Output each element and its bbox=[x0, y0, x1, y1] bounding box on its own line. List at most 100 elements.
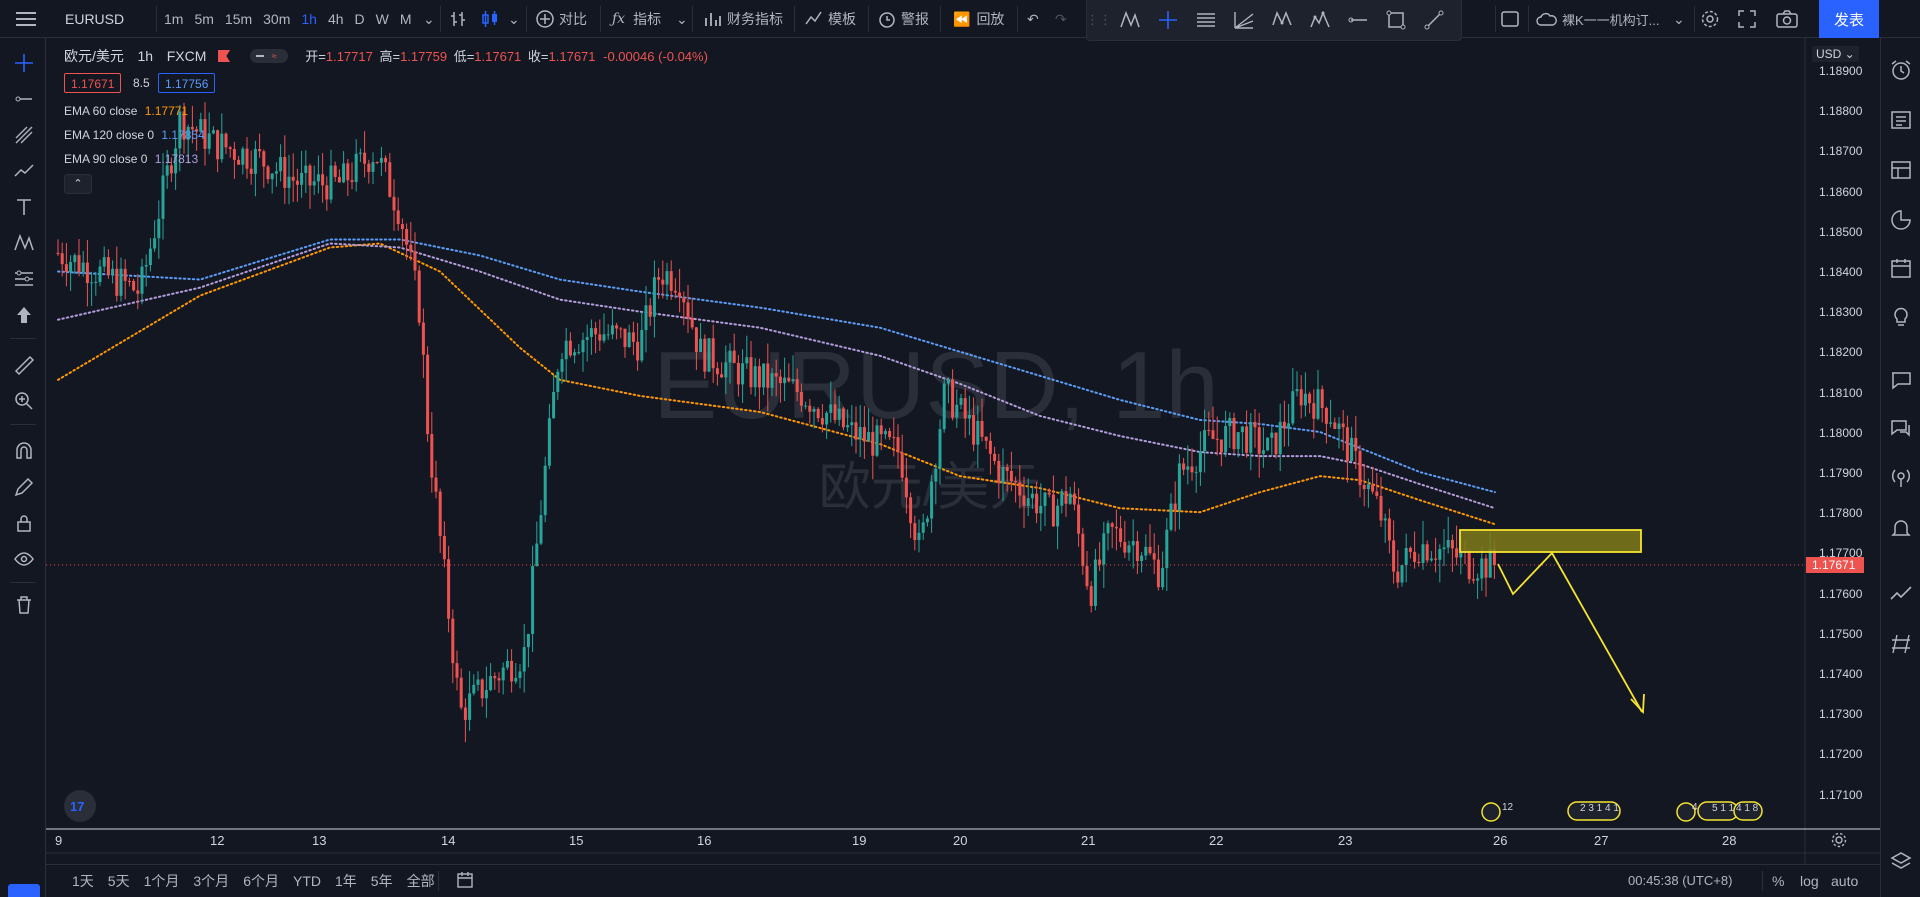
chevron-down-icon[interactable]: ⌄ bbox=[423, 10, 435, 27]
range-7[interactable]: 5年 bbox=[370, 873, 393, 889]
ema-120-legend[interactable]: EMA 120 close 0 1.17854 bbox=[64, 128, 205, 142]
lock-icon[interactable] bbox=[8, 508, 40, 538]
chevron-down-icon[interactable]: ⌄ bbox=[1673, 10, 1685, 27]
lightbulb-icon[interactable] bbox=[1885, 300, 1917, 332]
candle bbox=[585, 337, 589, 340]
interval-15m[interactable]: 15m bbox=[224, 11, 253, 27]
elliott-wave-icon[interactable] bbox=[1301, 1, 1339, 39]
pattern-icon[interactable] bbox=[8, 228, 40, 258]
layout-selector[interactable]: 裸K一一机构订... bbox=[1536, 0, 1660, 38]
square-icon[interactable] bbox=[1500, 0, 1520, 38]
interval-1m[interactable]: 1m bbox=[164, 11, 184, 27]
text-icon[interactable] bbox=[8, 192, 40, 222]
range-4[interactable]: 6个月 bbox=[243, 873, 279, 889]
details-icon[interactable] bbox=[1885, 154, 1917, 186]
compare-button[interactable]: 对比 bbox=[535, 0, 587, 38]
flag-icon[interactable] bbox=[218, 50, 231, 62]
chevron-down-icon[interactable]: ⌄ bbox=[508, 10, 520, 27]
collapse-panel-button[interactable] bbox=[8, 884, 40, 897]
range-8[interactable]: 全部 bbox=[406, 873, 435, 889]
fullscreen-icon[interactable] bbox=[1738, 0, 1756, 38]
magnet-icon[interactable] bbox=[8, 436, 40, 466]
zoom-in-icon[interactable] bbox=[8, 386, 40, 416]
range-3[interactable]: 3个月 bbox=[193, 873, 230, 889]
xabcd-pattern-icon[interactable] bbox=[1263, 1, 1301, 39]
horizontal-ray-icon[interactable] bbox=[1339, 1, 1377, 39]
ema-90-legend[interactable]: EMA 90 close 0 1.17813 bbox=[64, 152, 199, 166]
publish-button[interactable]: 发表 bbox=[1819, 0, 1879, 38]
eye-icon[interactable] bbox=[8, 544, 40, 574]
log-toggle[interactable]: log bbox=[1800, 873, 1819, 889]
interval-30m[interactable]: 30m bbox=[263, 11, 291, 27]
gear-icon[interactable] bbox=[1700, 0, 1720, 38]
candles-icon[interactable] bbox=[481, 0, 499, 38]
pitchfork-icon[interactable] bbox=[8, 120, 40, 150]
interval-1h[interactable]: 1h bbox=[301, 11, 317, 27]
goto-date-icon[interactable] bbox=[456, 871, 474, 892]
axis-settings-icon[interactable] bbox=[1830, 831, 1848, 852]
forecast-icon[interactable] bbox=[8, 264, 40, 294]
ruler-icon[interactable] bbox=[8, 350, 40, 380]
alert-button[interactable]: 警报 bbox=[878, 0, 929, 38]
range-5[interactable]: YTD bbox=[292, 873, 321, 889]
crosshair-icon[interactable] bbox=[8, 48, 40, 78]
drag-handle-icon[interactable]: ⋮⋮ bbox=[1086, 12, 1112, 27]
templates-button[interactable]: 模板 bbox=[805, 0, 856, 38]
visibility-toggle[interactable]: ≈ bbox=[249, 49, 288, 63]
alarm-clock-icon[interactable] bbox=[1885, 54, 1917, 86]
interval-D[interactable]: D bbox=[354, 11, 365, 27]
notification-bell-icon[interactable] bbox=[1885, 512, 1917, 544]
symbol-search[interactable]: EURUSD bbox=[65, 11, 125, 27]
auto-toggle[interactable]: auto bbox=[1831, 873, 1859, 889]
rewind-icon: ⏪ bbox=[953, 10, 971, 27]
replay-button[interactable]: ⏪ 回放 bbox=[953, 10, 1005, 28]
rectangle-tool-icon[interactable] bbox=[1377, 1, 1415, 39]
clock[interactable]: 00:45:38 (UTC+8) bbox=[1628, 873, 1733, 888]
watchlist-icon[interactable] bbox=[1885, 104, 1917, 136]
range-2[interactable]: 1个月 bbox=[143, 873, 180, 889]
candle bbox=[1072, 493, 1076, 505]
chat-icon[interactable] bbox=[1885, 364, 1917, 396]
candle bbox=[1022, 495, 1026, 506]
pitchfork-icon[interactable] bbox=[1885, 628, 1917, 660]
interval-W[interactable]: W bbox=[375, 11, 389, 27]
menu-icon[interactable] bbox=[8, 0, 44, 38]
interval-5m[interactable]: 5m bbox=[194, 11, 214, 27]
chevron-down-icon[interactable]: ⌄ bbox=[676, 10, 688, 27]
interval-M[interactable]: M bbox=[399, 11, 412, 27]
range-0[interactable]: 1天 bbox=[72, 873, 94, 889]
collapse-legend-button[interactable]: ⌃ bbox=[64, 174, 92, 194]
data-window-icon[interactable] bbox=[1885, 204, 1917, 236]
bid-price-button[interactable]: 1.17671 bbox=[64, 73, 122, 93]
undo-icon[interactable]: ↶ bbox=[1027, 10, 1039, 27]
chats-icon[interactable] bbox=[1885, 412, 1917, 444]
trash-icon[interactable] bbox=[8, 590, 40, 620]
fib-fan-icon[interactable] bbox=[1225, 1, 1263, 39]
indicators-button[interactable]: ƒx 指标 bbox=[612, 11, 662, 27]
legend-pair[interactable]: 欧元/美元 bbox=[64, 48, 124, 64]
interval-4h[interactable]: 4h bbox=[327, 11, 344, 27]
pattern-icon[interactable] bbox=[1111, 1, 1149, 39]
camera-icon[interactable] bbox=[1776, 0, 1798, 38]
trend-line-icon[interactable] bbox=[1415, 1, 1453, 39]
path-icon[interactable] bbox=[8, 156, 40, 186]
pencil-lock-icon[interactable] bbox=[8, 472, 40, 502]
financials-button[interactable]: 财务指标 bbox=[704, 0, 783, 38]
crosshair-icon[interactable] bbox=[1149, 1, 1187, 39]
bar-style-icon[interactable] bbox=[450, 0, 468, 38]
broadcast-icon[interactable] bbox=[1885, 462, 1917, 494]
percent-toggle[interactable]: % bbox=[1772, 873, 1785, 889]
trend-line-icon[interactable] bbox=[8, 84, 40, 114]
ema-60-legend[interactable]: EMA 60 close 1.17771 bbox=[64, 104, 189, 118]
range-1[interactable]: 5天 bbox=[107, 873, 130, 889]
parallel-lines-icon[interactable] bbox=[1187, 1, 1225, 39]
price-tick: 1.17400 bbox=[1819, 667, 1863, 681]
ask-price-button[interactable]: 1.17756 bbox=[158, 73, 216, 93]
calendar-icon[interactable] bbox=[1885, 252, 1917, 284]
range-6[interactable]: 1年 bbox=[334, 873, 357, 889]
trading-panel-icon[interactable] bbox=[1885, 578, 1917, 610]
currency-selector[interactable]: USD ⌄ bbox=[1812, 46, 1859, 62]
arrow-up-icon[interactable] bbox=[8, 300, 40, 330]
redo-icon[interactable]: ↷ bbox=[1055, 10, 1067, 27]
layers-icon[interactable] bbox=[1885, 846, 1917, 878]
